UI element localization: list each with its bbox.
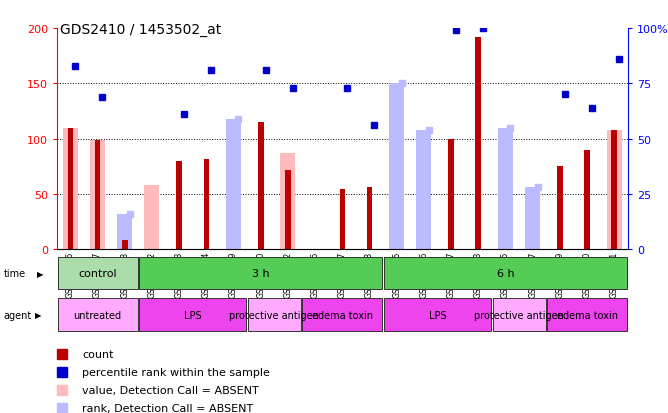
Text: percentile rank within the sample: percentile rank within the sample — [82, 367, 271, 377]
Bar — [122, 240, 128, 250]
Text: 3 h: 3 h — [252, 268, 270, 279]
Bar — [258, 123, 264, 250]
Bar — [498, 128, 513, 250]
Bar — [389, 132, 404, 250]
Bar — [139, 299, 246, 331]
Text: rank, Detection Call = ABSENT: rank, Detection Call = ABSENT — [82, 403, 254, 413]
Bar — [476, 38, 481, 250]
Text: edema toxin: edema toxin — [312, 310, 373, 320]
Bar — [226, 119, 241, 250]
Bar — [285, 170, 291, 250]
Text: 6 h: 6 h — [497, 268, 514, 279]
Bar — [57, 299, 138, 331]
Bar — [57, 257, 138, 290]
Bar — [607, 131, 622, 250]
Bar — [90, 140, 105, 250]
Bar — [416, 136, 432, 250]
Bar — [557, 167, 562, 250]
Bar — [139, 257, 382, 290]
Bar — [144, 186, 160, 250]
Text: agent: agent — [3, 310, 31, 320]
Bar — [493, 299, 546, 331]
Bar — [303, 299, 382, 331]
Bar — [118, 214, 132, 250]
Bar — [339, 189, 345, 250]
Bar — [448, 140, 454, 250]
Bar — [547, 299, 627, 331]
Text: value, Detection Call = ABSENT: value, Detection Call = ABSENT — [82, 385, 259, 395]
Text: edema toxin: edema toxin — [556, 310, 618, 320]
Text: ▶: ▶ — [35, 311, 42, 320]
Bar — [63, 128, 78, 250]
Bar — [176, 161, 182, 250]
Bar — [204, 159, 209, 250]
Text: control: control — [78, 268, 117, 279]
Bar — [67, 128, 73, 250]
Text: LPS: LPS — [184, 310, 202, 320]
Text: ▶: ▶ — [37, 269, 43, 278]
Bar — [611, 131, 617, 250]
Text: protective antigen: protective antigen — [474, 310, 564, 320]
Text: protective antigen: protective antigen — [229, 310, 319, 320]
Bar — [248, 299, 301, 331]
Bar — [416, 131, 432, 250]
Text: LPS: LPS — [429, 310, 446, 320]
Bar — [384, 257, 627, 290]
Text: GDS2410 / 1453502_at: GDS2410 / 1453502_at — [60, 23, 221, 37]
Text: count: count — [82, 349, 114, 359]
Text: untreated: untreated — [73, 310, 122, 320]
Bar — [281, 154, 295, 250]
Bar — [226, 166, 241, 250]
Bar — [367, 188, 372, 250]
Bar — [525, 188, 540, 250]
Bar — [384, 299, 491, 331]
Bar — [498, 131, 513, 250]
Bar — [584, 150, 590, 250]
Text: time: time — [3, 269, 25, 279]
Bar — [95, 140, 100, 250]
Bar — [389, 84, 404, 250]
